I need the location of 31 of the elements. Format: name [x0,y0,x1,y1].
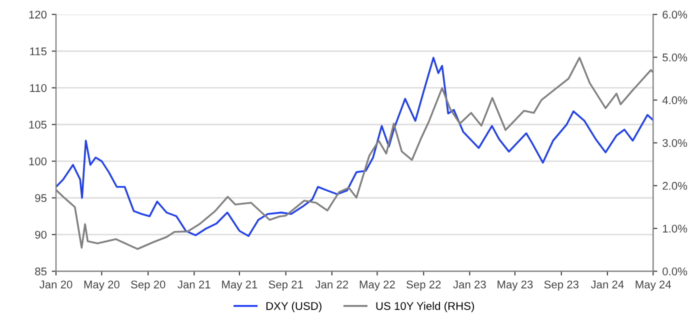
y2-tick-label: 3.0% [662,139,688,147]
x-tick-label: Jan 23 [453,280,486,288]
y2-tick-label: 4.0% [662,96,688,104]
x-tick-label: Jan 24 [590,280,624,288]
y-tick-label: 100 [29,157,47,166]
y2-tick-label: 0.0% [662,268,688,276]
y2-tick-label: 2.0% [662,182,688,190]
legend-label: US 10Y Yield (RHS) [376,302,474,312]
y-tick-label: 120 [29,10,47,19]
x-tick-label: Jan 20 [39,280,72,288]
y-tick-label: 110 [30,84,47,92]
x-tick-label: May 22 [360,280,395,291]
x-tick-label: Sep 23 [544,280,579,291]
y-tick-label: 95 [35,194,47,202]
x-tick-label: Jan 21 [178,280,210,288]
y-tick-label: 90 [35,230,47,239]
y-tick-label: 105 [29,120,47,129]
x-tick-label: May 20 [84,280,120,291]
x-tick-label: May 23 [498,280,533,291]
y2-tick-label: 1.0% [662,224,688,233]
x-tick-label: Sep 20 [130,280,166,291]
y2-tick-label: 6.0% [662,10,688,19]
x-tick-label: Sep 22 [406,280,441,291]
x-tick-label: May 21 [222,280,258,291]
x-tick-label: Sep 21 [268,280,303,291]
y-tick-label: 115 [30,48,47,56]
y-tick-label: 85 [35,268,47,276]
legend-label: DXY (USD) [266,302,322,312]
x-tick-label: Jan 22 [315,280,348,288]
x-tick-label: May 24 [636,280,671,291]
y2-tick-label: 5.0% [662,54,688,62]
